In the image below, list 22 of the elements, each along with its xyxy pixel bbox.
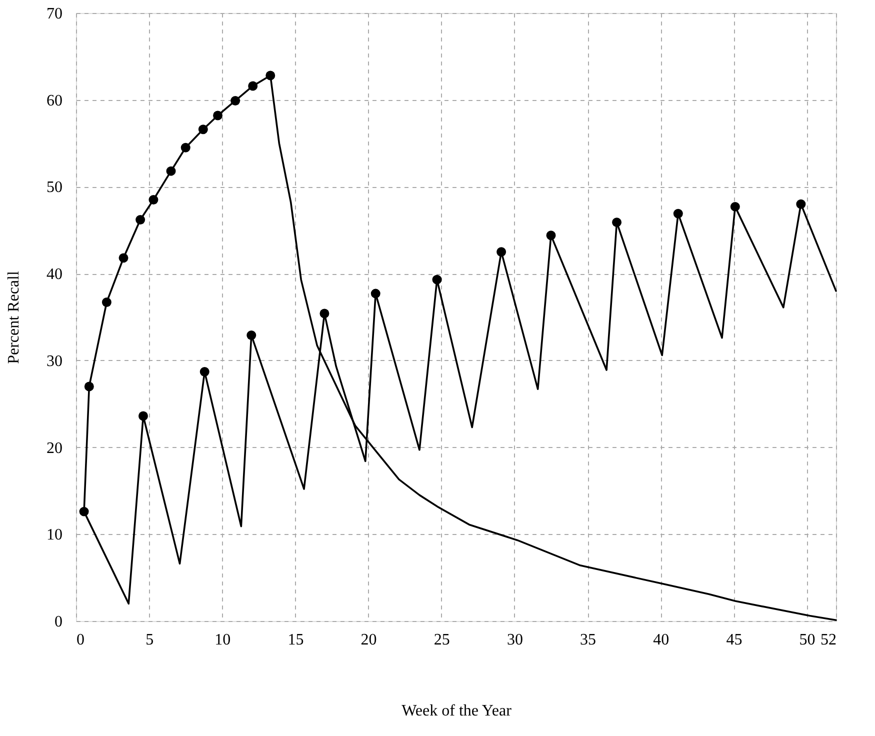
y-tick-label: 10 (46, 526, 62, 544)
x-tick-label: 35 (580, 632, 596, 648)
y-tick-label: 30 (46, 352, 62, 370)
x-tick-label: 20 (360, 632, 377, 648)
x-tick-label: 40 (653, 632, 670, 648)
y-tick-label: 50 (46, 179, 62, 196)
y-tick-label: 70 (46, 6, 62, 22)
x-tick-label: 30 (506, 632, 523, 648)
x-tick-label: 15 (288, 632, 304, 648)
x-tick-label: 10 (214, 632, 231, 648)
y-tick-label: 0 (54, 614, 62, 630)
x-tick-label: 45 (726, 632, 742, 648)
x-tick-label: 25 (434, 632, 450, 648)
x-tick-label: 5 (146, 632, 154, 648)
x-tick-label: 50 (799, 632, 816, 648)
x-axis-title: Week of the Year (402, 702, 512, 720)
x-tick-label: 0 (76, 632, 84, 648)
y-axis-title: Percent Recall (6, 270, 22, 364)
y-tick-label: 20 (46, 440, 62, 457)
y-tick-label: 60 (46, 92, 62, 110)
x-tick-label: 52 (820, 632, 836, 648)
y-tick-label: 40 (46, 266, 62, 284)
